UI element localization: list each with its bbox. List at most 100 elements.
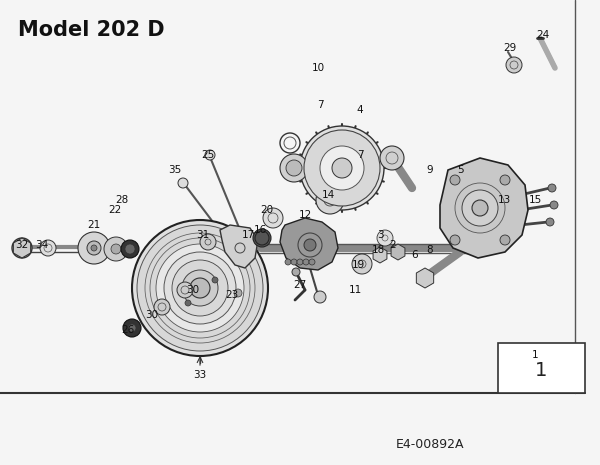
Circle shape bbox=[297, 259, 303, 265]
Circle shape bbox=[309, 259, 315, 265]
Circle shape bbox=[352, 254, 372, 274]
Circle shape bbox=[178, 178, 188, 188]
Circle shape bbox=[234, 289, 242, 297]
Polygon shape bbox=[13, 238, 31, 258]
Circle shape bbox=[472, 200, 488, 216]
Circle shape bbox=[40, 240, 56, 256]
Text: 19: 19 bbox=[352, 260, 365, 270]
Text: 12: 12 bbox=[298, 210, 311, 220]
Circle shape bbox=[500, 175, 510, 185]
Text: 5: 5 bbox=[457, 165, 463, 175]
Circle shape bbox=[291, 259, 297, 265]
Circle shape bbox=[548, 184, 556, 192]
Circle shape bbox=[550, 201, 558, 209]
Bar bbox=[498, 343, 585, 393]
Circle shape bbox=[156, 244, 244, 332]
Text: 8: 8 bbox=[427, 245, 433, 255]
Text: 33: 33 bbox=[193, 370, 206, 380]
Text: 23: 23 bbox=[226, 290, 239, 300]
Circle shape bbox=[78, 232, 110, 264]
Circle shape bbox=[185, 300, 191, 306]
Polygon shape bbox=[280, 218, 338, 270]
Circle shape bbox=[314, 291, 326, 303]
Text: 28: 28 bbox=[115, 195, 128, 205]
Circle shape bbox=[286, 160, 302, 176]
Text: 34: 34 bbox=[35, 240, 49, 250]
Circle shape bbox=[285, 259, 291, 265]
Polygon shape bbox=[220, 225, 258, 268]
Circle shape bbox=[125, 244, 135, 254]
Circle shape bbox=[132, 220, 268, 356]
Text: 25: 25 bbox=[202, 150, 215, 160]
Text: 1: 1 bbox=[532, 350, 538, 360]
Circle shape bbox=[121, 240, 139, 258]
Circle shape bbox=[91, 245, 97, 251]
Circle shape bbox=[332, 158, 352, 178]
Circle shape bbox=[137, 225, 263, 351]
Text: 27: 27 bbox=[293, 280, 307, 290]
Text: 7: 7 bbox=[356, 150, 364, 160]
Text: 31: 31 bbox=[196, 230, 209, 240]
Polygon shape bbox=[440, 158, 528, 258]
Circle shape bbox=[212, 277, 218, 283]
Circle shape bbox=[462, 190, 498, 226]
Circle shape bbox=[12, 238, 32, 258]
Text: 14: 14 bbox=[322, 190, 335, 200]
Circle shape bbox=[320, 146, 364, 190]
Text: 30: 30 bbox=[145, 310, 158, 320]
Text: 9: 9 bbox=[427, 165, 433, 175]
Circle shape bbox=[304, 239, 316, 251]
Text: E4-00892A: E4-00892A bbox=[396, 438, 464, 452]
Text: 26: 26 bbox=[121, 325, 134, 335]
Circle shape bbox=[164, 252, 236, 324]
Text: 18: 18 bbox=[371, 245, 385, 255]
Text: 10: 10 bbox=[311, 63, 325, 73]
Circle shape bbox=[292, 268, 300, 276]
Text: 2: 2 bbox=[389, 240, 397, 250]
Circle shape bbox=[450, 175, 460, 185]
Circle shape bbox=[154, 299, 170, 315]
Text: 29: 29 bbox=[503, 43, 517, 53]
Circle shape bbox=[546, 218, 554, 226]
Circle shape bbox=[300, 126, 384, 210]
Circle shape bbox=[263, 208, 283, 228]
Text: 7: 7 bbox=[317, 100, 323, 110]
Circle shape bbox=[128, 324, 136, 332]
Ellipse shape bbox=[255, 231, 269, 245]
Circle shape bbox=[380, 146, 404, 170]
Text: 15: 15 bbox=[529, 195, 542, 205]
Circle shape bbox=[123, 319, 141, 337]
Text: 30: 30 bbox=[187, 285, 200, 295]
Text: Model 202 D: Model 202 D bbox=[18, 20, 164, 40]
Polygon shape bbox=[391, 244, 405, 260]
Circle shape bbox=[200, 234, 216, 250]
Circle shape bbox=[104, 237, 128, 261]
Circle shape bbox=[500, 235, 510, 245]
Circle shape bbox=[377, 230, 393, 246]
Text: 24: 24 bbox=[536, 30, 550, 40]
Text: 22: 22 bbox=[109, 205, 122, 215]
Circle shape bbox=[304, 130, 380, 206]
Circle shape bbox=[190, 278, 210, 298]
Circle shape bbox=[280, 154, 308, 182]
Circle shape bbox=[17, 243, 27, 253]
Text: 1: 1 bbox=[535, 360, 547, 379]
Text: 13: 13 bbox=[497, 195, 511, 205]
Text: 3: 3 bbox=[377, 230, 383, 240]
Text: 17: 17 bbox=[241, 230, 254, 240]
Circle shape bbox=[172, 260, 228, 316]
Circle shape bbox=[253, 229, 271, 247]
Circle shape bbox=[316, 186, 344, 214]
Text: 20: 20 bbox=[260, 205, 274, 215]
Polygon shape bbox=[373, 247, 387, 263]
Text: 32: 32 bbox=[16, 240, 29, 250]
Text: 6: 6 bbox=[412, 250, 418, 260]
Circle shape bbox=[87, 241, 101, 255]
Circle shape bbox=[177, 282, 193, 298]
Text: 4: 4 bbox=[356, 105, 364, 115]
Circle shape bbox=[303, 259, 309, 265]
Text: 21: 21 bbox=[88, 220, 101, 230]
Text: 16: 16 bbox=[253, 225, 266, 235]
Circle shape bbox=[205, 150, 215, 160]
Circle shape bbox=[506, 57, 522, 73]
